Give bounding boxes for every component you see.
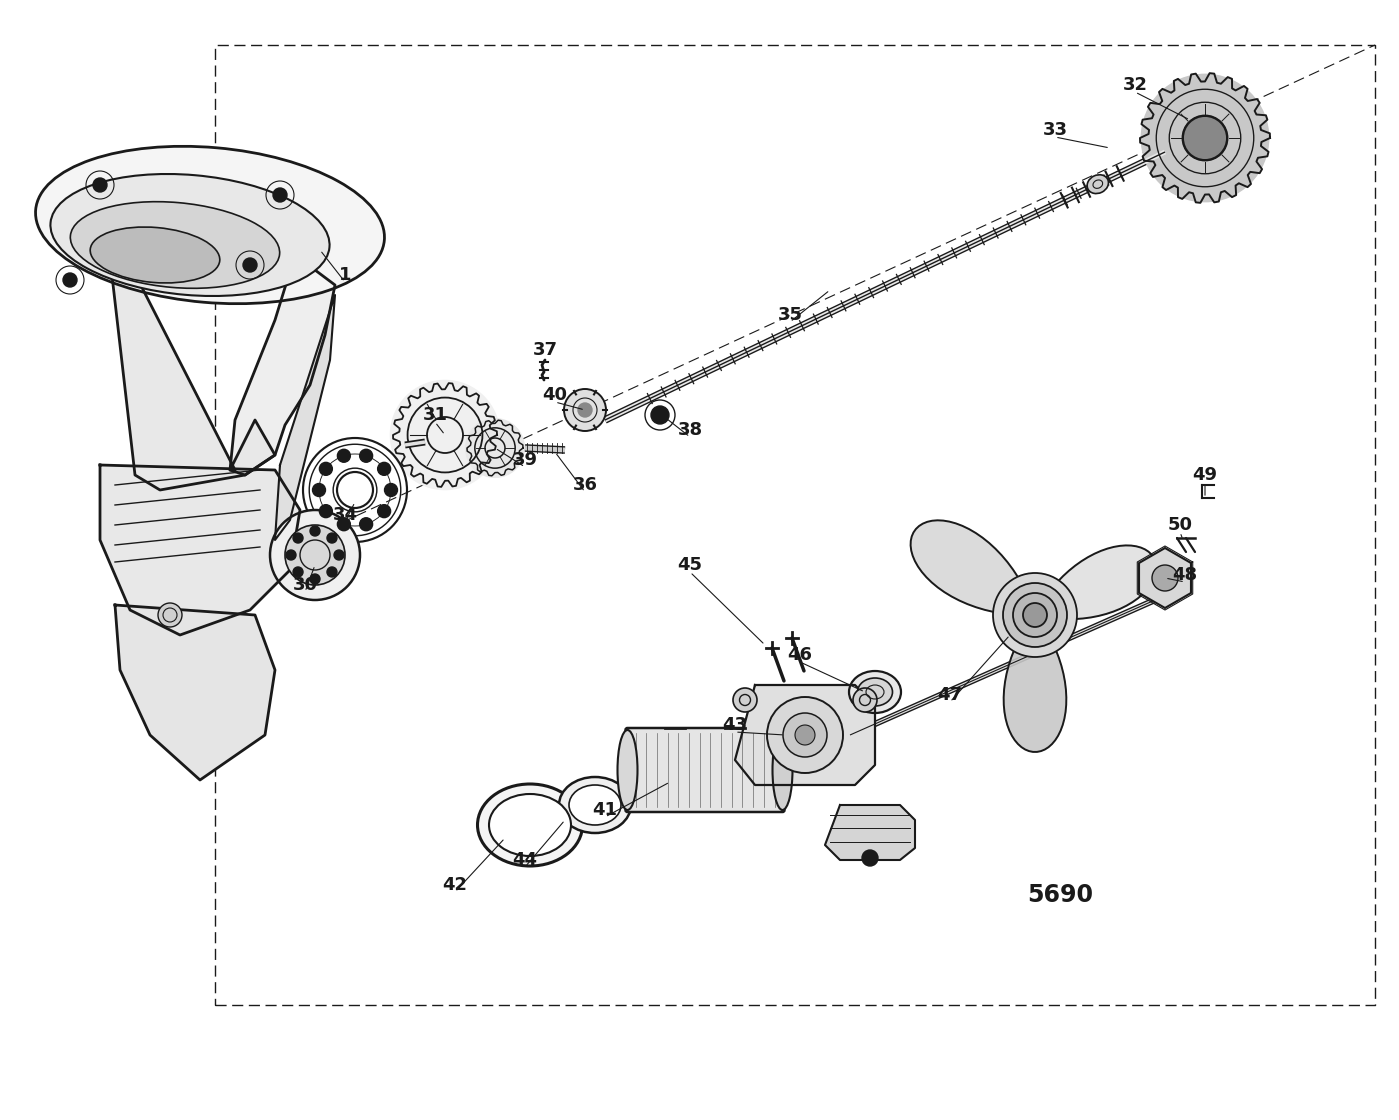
Circle shape <box>1184 116 1227 160</box>
Circle shape <box>390 381 499 489</box>
Circle shape <box>378 463 390 475</box>
Circle shape <box>1003 584 1067 647</box>
Polygon shape <box>911 521 1031 614</box>
Circle shape <box>319 463 333 475</box>
Circle shape <box>92 178 106 192</box>
Polygon shape <box>99 465 299 635</box>
Text: 31: 31 <box>422 407 448 424</box>
Text: 48: 48 <box>1172 566 1198 584</box>
Circle shape <box>285 550 297 560</box>
Circle shape <box>334 550 344 560</box>
Circle shape <box>783 713 827 757</box>
Circle shape <box>853 688 877 712</box>
Text: 34: 34 <box>333 506 358 524</box>
Ellipse shape <box>560 777 631 833</box>
Circle shape <box>337 517 350 531</box>
Polygon shape <box>229 255 334 475</box>
Text: 5690: 5690 <box>1027 883 1093 907</box>
Circle shape <box>285 525 346 585</box>
Ellipse shape <box>849 671 901 713</box>
Circle shape <box>651 407 669 424</box>
Circle shape <box>1142 74 1269 202</box>
Circle shape <box>292 567 304 577</box>
Text: 32: 32 <box>1122 76 1147 94</box>
Ellipse shape <box>477 784 582 866</box>
Circle shape <box>311 526 320 536</box>
Ellipse shape <box>1087 175 1108 194</box>
Ellipse shape <box>50 174 330 296</box>
Circle shape <box>1151 564 1178 591</box>
Ellipse shape <box>35 147 385 304</box>
Circle shape <box>273 188 287 202</box>
Text: 49: 49 <box>1192 466 1217 484</box>
Text: 40: 40 <box>543 386 568 404</box>
Polygon shape <box>1139 548 1191 608</box>
Circle shape <box>733 688 757 712</box>
Ellipse shape <box>569 785 621 825</box>
Circle shape <box>862 850 879 866</box>
Text: 35: 35 <box>778 306 803 324</box>
Circle shape <box>578 403 592 417</box>
Ellipse shape <box>617 730 638 810</box>
Text: 44: 44 <box>512 851 537 869</box>
Circle shape <box>385 484 397 496</box>
Circle shape <box>466 419 525 477</box>
Circle shape <box>767 697 844 773</box>
Polygon shape <box>734 685 874 785</box>
Text: 1: 1 <box>339 267 351 284</box>
Text: 41: 41 <box>593 801 617 819</box>
Polygon shape <box>1003 636 1066 752</box>
Text: 43: 43 <box>722 716 747 734</box>
Polygon shape <box>825 805 915 860</box>
Circle shape <box>63 273 77 287</box>
Circle shape <box>327 567 337 577</box>
Circle shape <box>378 505 390 517</box>
Circle shape <box>360 449 372 463</box>
Circle shape <box>319 505 333 517</box>
Circle shape <box>360 517 372 531</box>
Text: 47: 47 <box>937 685 963 704</box>
Circle shape <box>337 449 350 463</box>
Text: 42: 42 <box>442 876 467 894</box>
Ellipse shape <box>90 227 220 283</box>
Polygon shape <box>115 605 276 780</box>
Ellipse shape <box>858 678 893 706</box>
Circle shape <box>1023 603 1046 627</box>
Text: 37: 37 <box>533 340 557 360</box>
Polygon shape <box>1052 545 1157 627</box>
Text: 33: 33 <box>1042 121 1067 139</box>
FancyBboxPatch shape <box>625 728 785 812</box>
Text: 39: 39 <box>512 451 537 469</box>
Ellipse shape <box>772 730 792 810</box>
Text: 50: 50 <box>1168 516 1192 534</box>
Text: 38: 38 <box>677 421 702 439</box>
Circle shape <box>243 258 257 272</box>
Polygon shape <box>276 295 334 540</box>
Circle shape <box>311 575 320 584</box>
Text: 36: 36 <box>572 476 597 494</box>
Circle shape <box>158 603 182 627</box>
Circle shape <box>993 573 1077 657</box>
Ellipse shape <box>564 389 606 431</box>
Text: 45: 45 <box>677 556 702 575</box>
Circle shape <box>1013 592 1058 637</box>
Circle shape <box>327 533 337 543</box>
Ellipse shape <box>490 794 571 856</box>
Text: 30: 30 <box>292 576 318 594</box>
Circle shape <box>270 510 360 600</box>
Circle shape <box>795 725 816 745</box>
Circle shape <box>312 484 326 496</box>
Text: 46: 46 <box>788 646 813 664</box>
Ellipse shape <box>70 202 280 288</box>
Circle shape <box>292 533 304 543</box>
Polygon shape <box>105 215 276 491</box>
